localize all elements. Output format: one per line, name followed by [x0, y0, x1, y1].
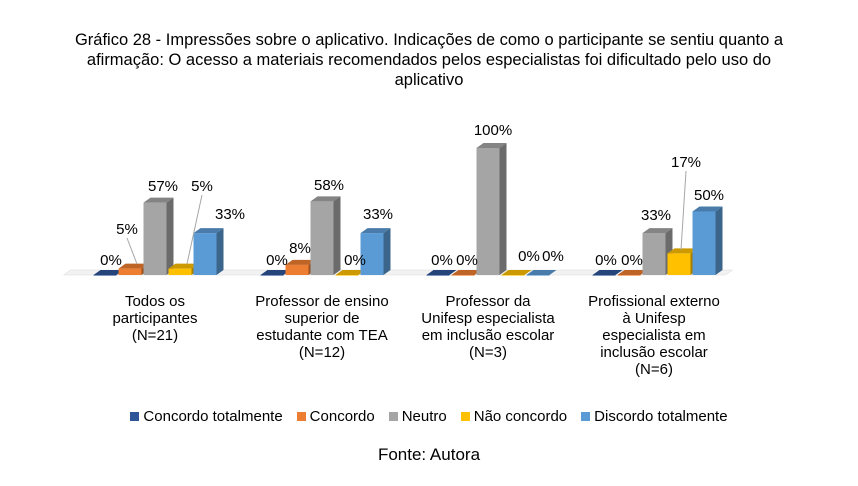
data-label: 5% — [191, 178, 213, 195]
data-label: 0% — [518, 248, 540, 265]
bar — [285, 264, 309, 275]
bar-side-face — [383, 228, 391, 275]
chart-title-line: afirmação: O acesso a materiais recomend… — [86, 51, 772, 69]
legend-swatch — [388, 412, 398, 421]
bar-top-face — [193, 228, 224, 234]
data-label: 0% — [621, 252, 643, 269]
bar-top-face — [310, 196, 341, 202]
data-label: 58% — [314, 177, 344, 194]
legend-swatch — [581, 412, 591, 421]
bar — [335, 275, 359, 276]
bar-top-face — [360, 228, 391, 234]
data-label: 33% — [215, 206, 245, 223]
legend-label: Concordo — [309, 408, 375, 425]
bar-top-face — [526, 270, 557, 275]
bar — [310, 201, 334, 275]
chart-legend: Concordo totalmente Concordo Neutro Não … — [0, 408, 858, 425]
bar — [501, 275, 525, 276]
category-label: Professor de ensino superior de estudant… — [255, 293, 389, 361]
category-label: Profissional externo à Unifesp especiali… — [588, 293, 720, 378]
data-label: 0% — [431, 252, 453, 269]
bar-top-face — [285, 259, 316, 265]
bar — [168, 268, 192, 275]
bar-top-face — [617, 270, 648, 275]
bar-top-face — [501, 270, 532, 275]
bar-top-face — [93, 270, 124, 275]
bar-side-face — [715, 206, 723, 275]
bar — [118, 268, 142, 275]
legend-item: Não concordo — [460, 408, 568, 425]
bar-top-face — [260, 270, 291, 275]
bar-side-face — [499, 143, 507, 275]
bar — [667, 253, 691, 275]
data-label: 0% — [100, 252, 122, 269]
category-label: Professor da Unifesp especialista em inc… — [421, 293, 555, 361]
legend-swatch — [130, 412, 140, 421]
bar — [143, 202, 167, 275]
bar-side-face — [166, 197, 174, 275]
legend-item: Neutro — [388, 408, 447, 425]
bar-top-face — [426, 270, 457, 275]
bar — [426, 275, 450, 276]
bar — [526, 275, 550, 276]
legend-label: Concordo totalmente — [143, 408, 283, 425]
bar — [451, 275, 475, 276]
legend-label: Não concordo — [473, 408, 568, 425]
data-label: 0% — [266, 252, 288, 269]
data-label: 33% — [363, 206, 393, 223]
data-label: 33% — [641, 207, 671, 224]
legend-swatch — [460, 412, 470, 421]
legend-item: Concordo totalmente — [130, 408, 283, 425]
data-label: 0% — [595, 252, 617, 269]
bar-top-face — [335, 270, 366, 275]
legend-item: Discordo totalmente — [581, 408, 728, 425]
bar — [476, 148, 500, 275]
bar-top-face — [642, 228, 673, 234]
chart-title-line: Gráfico 28 - Impressões sobre o aplicati… — [74, 31, 784, 49]
leader-line — [126, 237, 138, 265]
chart-title-line: aplicativo — [394, 71, 464, 89]
bar-top-face — [143, 197, 174, 203]
bar — [592, 275, 616, 276]
bar — [93, 275, 117, 276]
bar-top-face — [451, 270, 482, 275]
bar-side-face — [333, 196, 341, 275]
bar — [193, 233, 217, 275]
legend-label: Neutro — [401, 408, 447, 425]
leader-line — [186, 194, 203, 265]
category-label: Todos os participantes (N=21) — [112, 293, 198, 344]
bar-top-face — [118, 263, 149, 269]
bar-side-face — [216, 228, 224, 275]
bar-top-face — [667, 248, 698, 254]
bar — [360, 233, 384, 275]
data-label: 8% — [289, 240, 311, 257]
data-label: 0% — [542, 248, 564, 265]
source-note: Fonte: Autora — [377, 445, 481, 464]
bar-top-face — [692, 206, 723, 212]
data-label: 50% — [694, 187, 724, 204]
bar — [617, 275, 641, 276]
data-label: 100% — [474, 122, 512, 139]
bar — [692, 211, 716, 275]
legend-item: Concordo — [296, 408, 375, 425]
bar-top-face — [476, 143, 507, 148]
bar — [260, 275, 284, 276]
data-label: 0% — [344, 252, 366, 269]
legend-label: Discordo totalmente — [594, 408, 728, 425]
data-label: 57% — [148, 178, 178, 195]
data-label: 5% — [116, 221, 138, 238]
bar-top-face — [592, 270, 623, 275]
bar-top-face — [168, 263, 199, 269]
data-label: 0% — [456, 252, 478, 269]
leader-line — [680, 170, 687, 251]
legend-swatch — [296, 412, 306, 421]
data-label: 17% — [671, 154, 701, 171]
bar — [642, 233, 666, 275]
chart-title: Gráfico 28 - Impressões sobre o aplicati… — [0, 30, 858, 90]
